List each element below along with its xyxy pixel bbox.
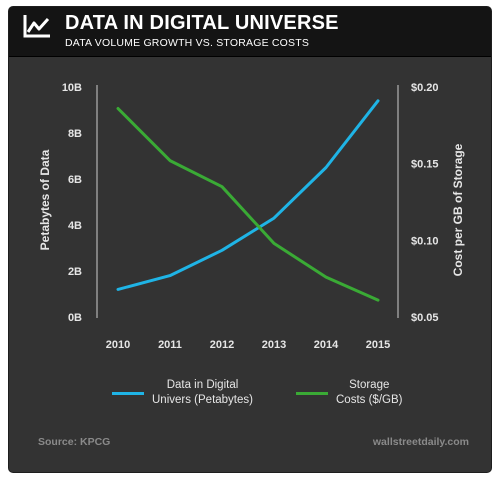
chart-header: [9, 7, 491, 57]
y-tick-right: $0.10: [411, 235, 439, 247]
storage-costs-line: [116, 107, 380, 302]
line-chart-icon: [23, 15, 50, 38]
y-tick-left: 6B: [68, 174, 82, 186]
y-axis-label-right: Cost per GB of Storage: [451, 143, 465, 276]
legend-swatch-green: [296, 391, 328, 395]
footer-credit: wallstreetdaily.com: [372, 436, 469, 448]
x-tick: 2015: [366, 339, 390, 351]
y-tick-left: 4B: [68, 220, 82, 232]
y-tick-left: 2B: [68, 266, 82, 278]
chart-subtitle: DATA VOLUME GROWTH VS. STORAGE COSTS: [65, 37, 310, 49]
data-volume-line: [116, 99, 380, 291]
legend-item-data: Data in Digital Univers (Petabytes): [112, 378, 253, 408]
x-tick: 2010: [106, 339, 130, 351]
y-tick-right: $0.15: [411, 159, 439, 171]
legend-swatch-blue: [112, 391, 144, 395]
y-axis-label-left: Petabytes of Data: [38, 149, 52, 250]
x-tick: 2011: [158, 339, 182, 351]
legend-item-storage: Storage Costs ($/GB): [296, 378, 402, 408]
y-tick-left: 8B: [68, 128, 82, 140]
footer-source: Source: KPCG: [38, 436, 111, 448]
legend-label-data: Data in Digital Univers (Petabytes): [152, 379, 253, 406]
chart-card: [9, 7, 491, 472]
y-tick-left: 10B: [62, 82, 82, 94]
y-tick-right: $0.05: [411, 312, 439, 324]
chart-title: DATA IN DIGITAL UNIVERSE: [65, 12, 339, 34]
y-tick-left: 0B: [68, 312, 82, 324]
x-tick: 2014: [314, 339, 339, 351]
x-tick: 2012: [210, 339, 234, 351]
y-tick-right: $0.20: [411, 82, 439, 94]
legend-label-storage: Storage Costs ($/GB): [336, 379, 403, 406]
x-tick: 2013: [262, 339, 286, 351]
